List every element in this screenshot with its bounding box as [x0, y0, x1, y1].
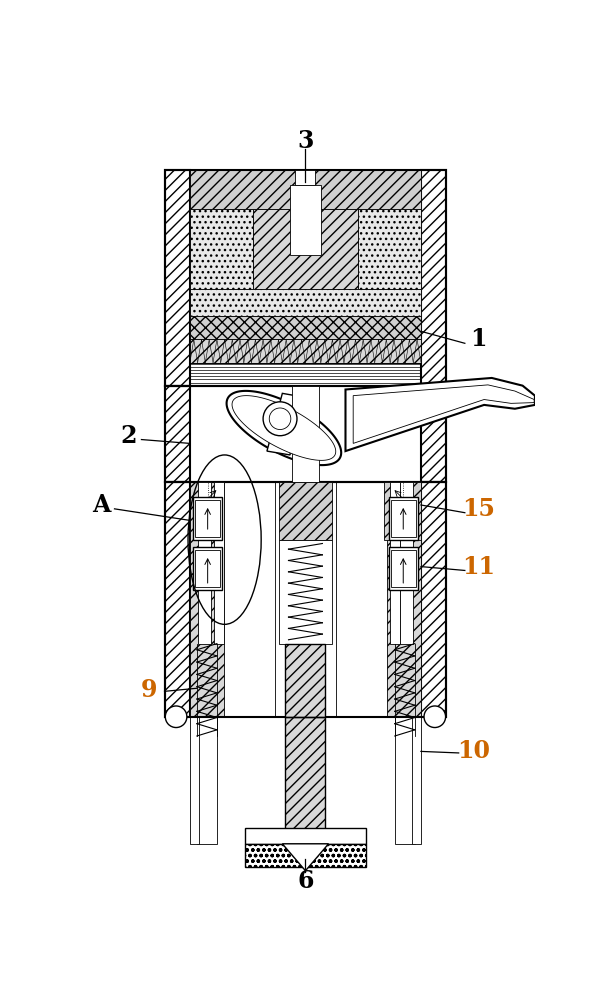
Bar [193, 547, 222, 590]
Bar [190, 717, 199, 844]
Bar [390, 482, 400, 644]
Polygon shape [353, 385, 534, 443]
Text: 2: 2 [120, 424, 136, 448]
Bar [190, 209, 253, 289]
Bar [190, 363, 421, 386]
Circle shape [269, 408, 291, 430]
Polygon shape [267, 393, 296, 455]
Bar [190, 289, 421, 316]
Circle shape [424, 706, 446, 728]
Bar [190, 482, 224, 717]
Text: 10: 10 [458, 739, 491, 763]
Bar [421, 170, 446, 386]
Bar [246, 828, 365, 844]
Polygon shape [283, 844, 328, 871]
Text: 3: 3 [297, 129, 313, 153]
Bar [290, 185, 321, 255]
Bar [165, 482, 190, 717]
Bar [400, 482, 413, 644]
Bar [296, 170, 315, 185]
Polygon shape [346, 378, 535, 451]
Bar [195, 500, 220, 537]
Text: 6: 6 [297, 869, 313, 893]
Bar [165, 170, 446, 386]
Bar [280, 540, 331, 644]
Bar [421, 482, 446, 717]
Bar [165, 386, 190, 482]
Bar [391, 500, 415, 537]
Bar [165, 386, 446, 482]
Bar [421, 386, 446, 482]
Circle shape [165, 706, 187, 728]
Bar [280, 482, 331, 540]
Bar [165, 170, 190, 386]
Bar [285, 717, 325, 844]
Polygon shape [232, 396, 336, 460]
Bar [391, 550, 415, 587]
Text: 9: 9 [141, 678, 157, 702]
Bar [195, 550, 220, 587]
Text: 11: 11 [462, 555, 495, 579]
Bar [358, 209, 421, 289]
Bar [246, 844, 365, 867]
Text: A: A [92, 493, 111, 517]
Bar [285, 644, 325, 717]
Bar [190, 316, 421, 339]
Bar [285, 644, 325, 717]
Bar [389, 497, 418, 540]
Bar [384, 482, 421, 540]
Bar [193, 497, 222, 540]
Text: 15: 15 [462, 497, 495, 521]
Bar [389, 547, 418, 590]
Circle shape [263, 402, 297, 436]
Bar [412, 717, 421, 844]
Bar [291, 386, 319, 482]
Bar [198, 482, 211, 644]
Bar [275, 482, 336, 717]
Bar [214, 482, 224, 644]
Bar [285, 717, 325, 844]
Bar [253, 209, 358, 289]
Text: 1: 1 [470, 327, 487, 351]
Bar [395, 717, 415, 844]
Bar [190, 170, 421, 209]
Bar [165, 482, 446, 717]
Bar [190, 339, 421, 363]
Bar [197, 717, 217, 844]
Polygon shape [226, 391, 341, 465]
Bar [387, 482, 421, 717]
